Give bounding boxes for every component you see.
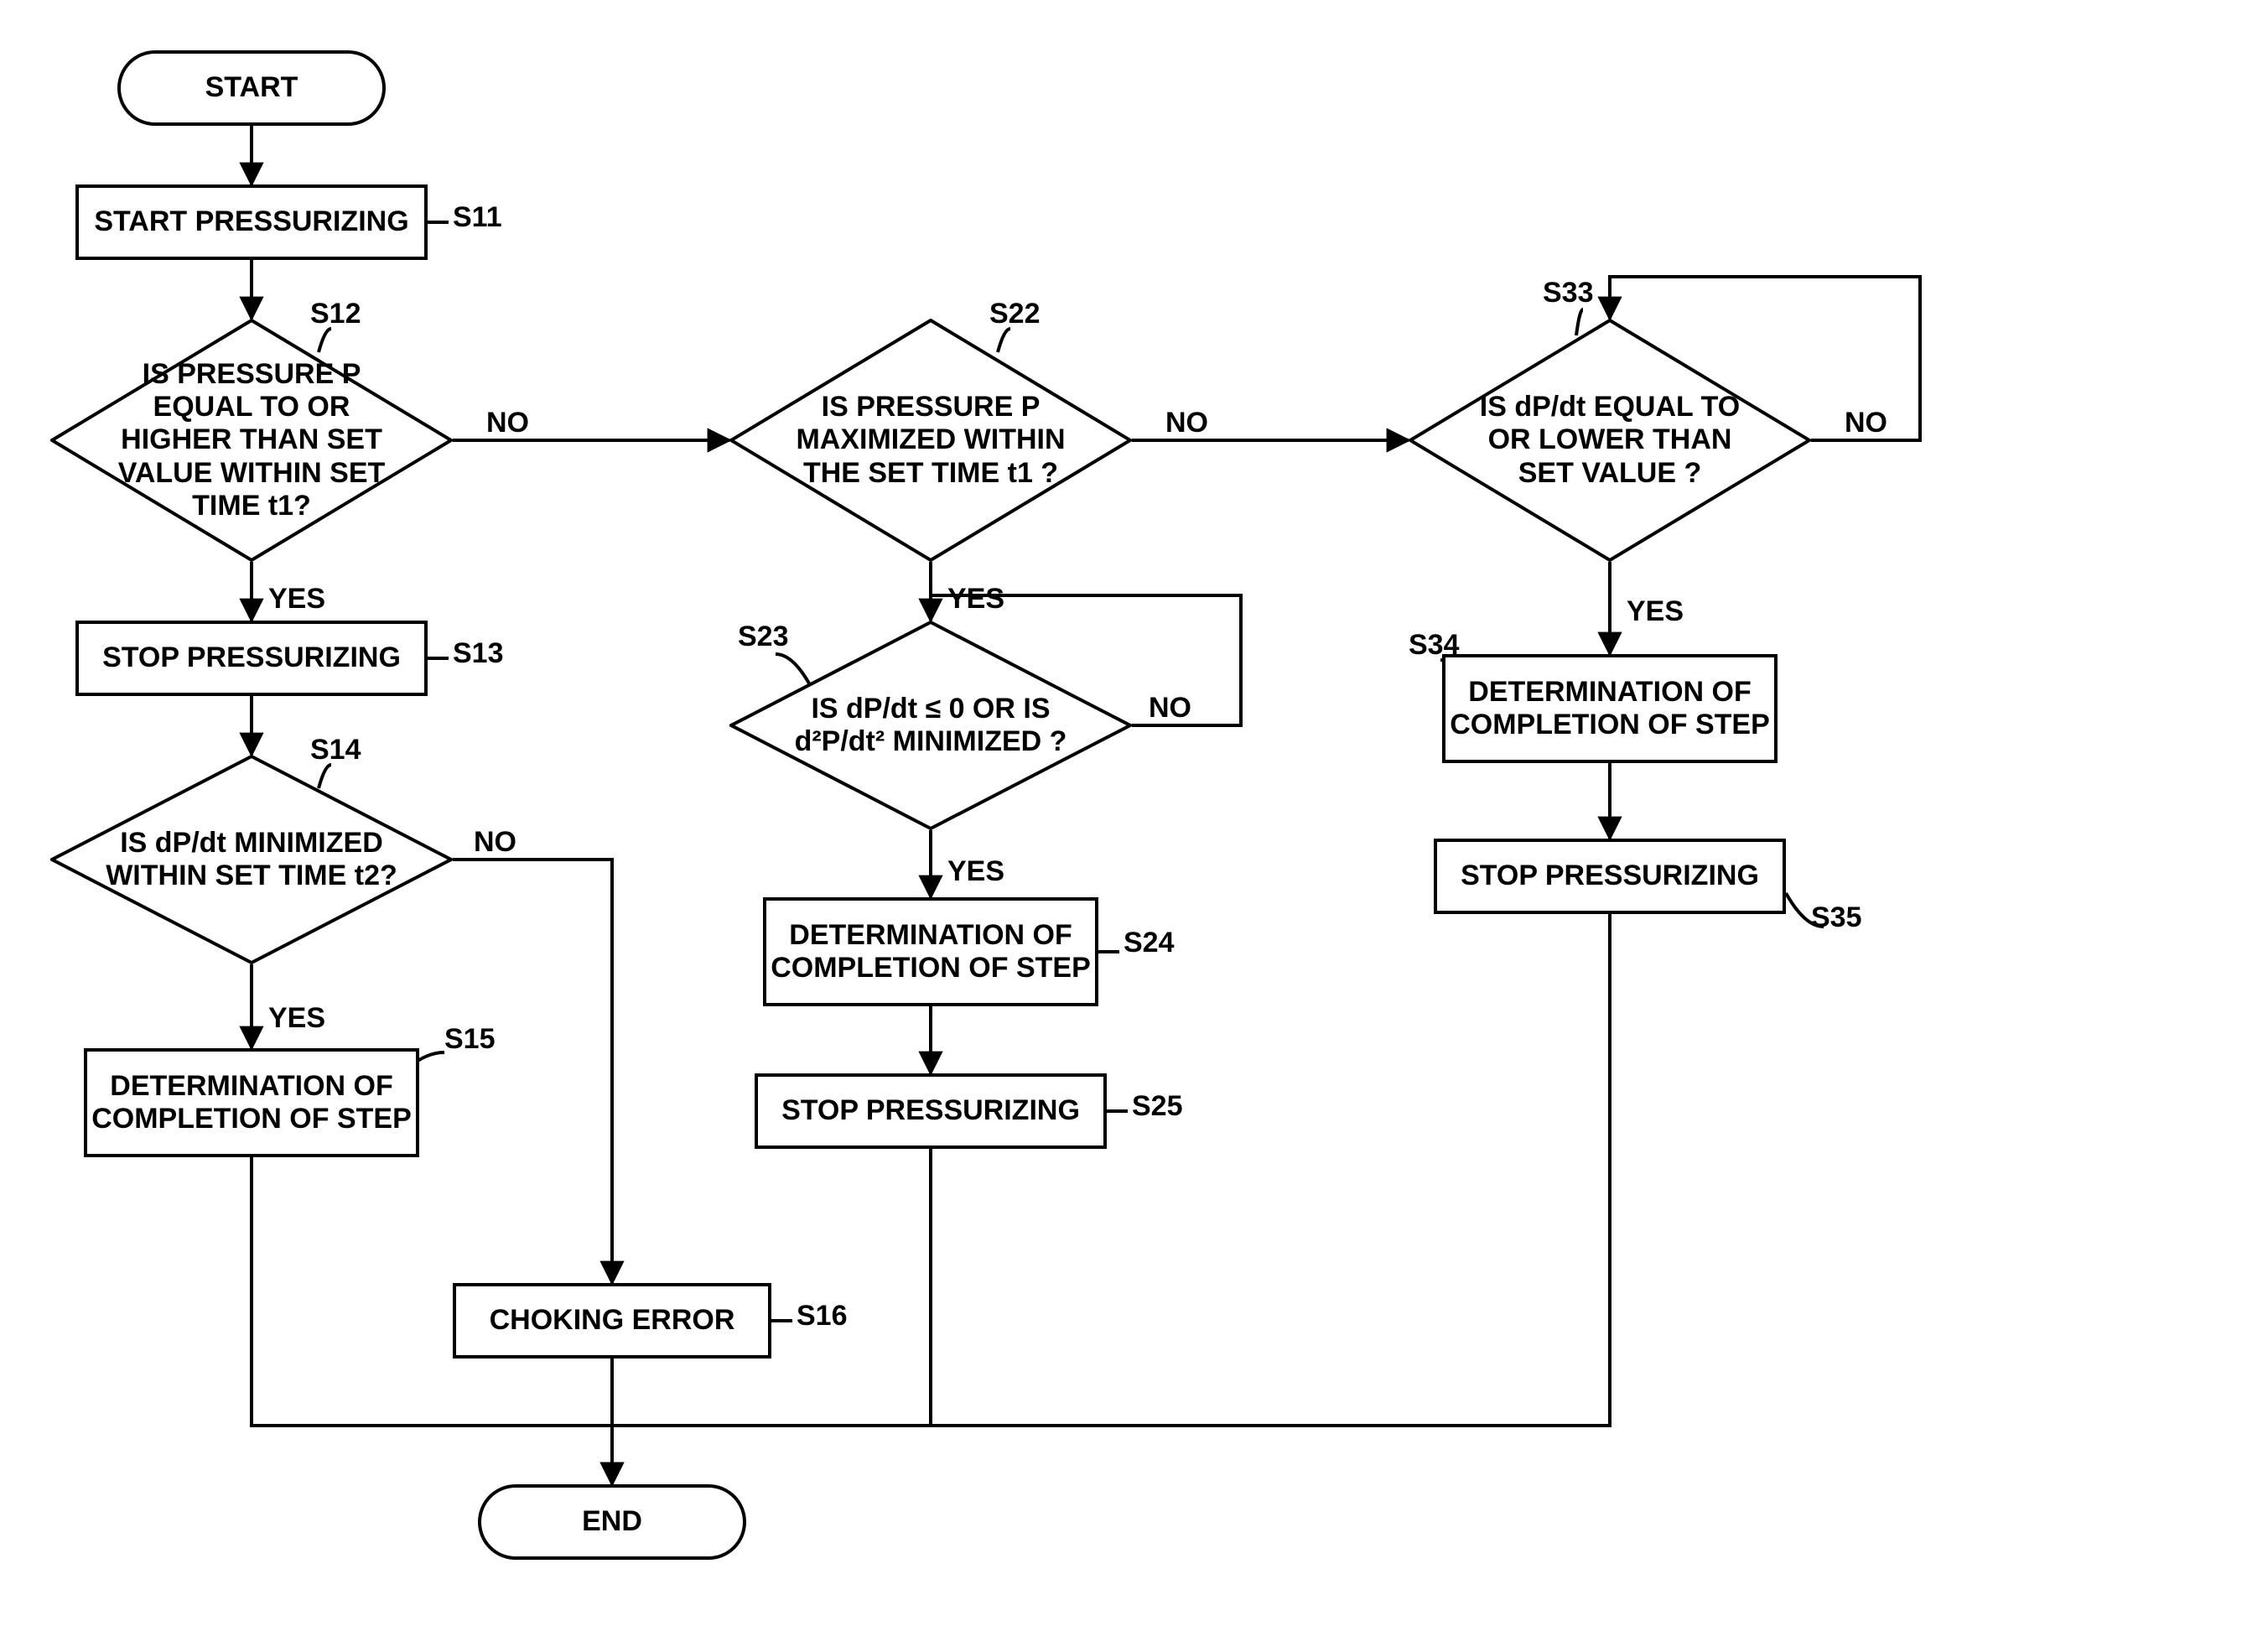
process-s16: CHOKING ERROR — [453, 1283, 771, 1358]
step-label-s25: S25 — [1132, 1090, 1183, 1123]
e-s33-s34-label: YES — [1627, 595, 1684, 628]
e-s23-loop-label: NO — [1149, 692, 1191, 725]
e-s14-s16-label: NO — [474, 826, 516, 859]
step-label-s24: S24 — [1124, 927, 1175, 959]
process-s13: STOP PRESSURIZING — [75, 621, 428, 696]
terminator-start: START — [117, 50, 386, 126]
e-s23-s24-label: YES — [947, 855, 1004, 888]
process-s35: STOP PRESSURIZING — [1434, 839, 1786, 914]
process-s25: STOP PRESSURIZING — [755, 1073, 1107, 1149]
process-s15: DETERMINATION OF COMPLETION OF STEP — [84, 1048, 419, 1157]
decision-s22-text: IS PRESSURE P MAXIMIZED WITHIN THE SET T… — [729, 319, 1132, 562]
e-s33-loop-label: NO — [1845, 407, 1887, 439]
decision-s22: IS PRESSURE P MAXIMIZED WITHIN THE SET T… — [729, 319, 1132, 562]
decision-s14-text: IS dP/dt MINIMIZED WITHIN SET TIME t2? — [50, 755, 453, 964]
step-label-s11: S11 — [453, 201, 502, 234]
decision-s12: IS PRESSURE P EQUAL TO OR HIGHER THAN SE… — [50, 319, 453, 562]
step-label-s14: S14 — [310, 734, 361, 766]
decision-s23-text: IS dP/dt ≤ 0 OR IS d²P/dt² MINIMIZED ? — [729, 621, 1132, 830]
step-label-s23: S23 — [738, 621, 789, 653]
step-label-s33: S33 — [1543, 277, 1594, 309]
e-s22-s23-label: YES — [947, 583, 1004, 616]
process-s34: DETERMINATION OF COMPLETION OF STEP — [1442, 654, 1778, 763]
process-s24: DETERMINATION OF COMPLETION OF STEP — [763, 897, 1098, 1006]
step-label-s15: S15 — [444, 1023, 496, 1056]
e-s14-s15-label: YES — [268, 1002, 325, 1035]
process-s11: START PRESSURIZING — [75, 184, 428, 260]
e-s22-s33-label: NO — [1165, 407, 1208, 439]
terminator-end: END — [478, 1484, 746, 1560]
step-label-s12: S12 — [310, 298, 361, 330]
e-s14-s16 — [453, 860, 612, 1283]
decision-s23: IS dP/dt ≤ 0 OR IS d²P/dt² MINIMIZED ? — [729, 621, 1132, 830]
e-s12-s22-label: NO — [486, 407, 529, 439]
step-label-s34: S34 — [1409, 629, 1460, 662]
decision-s33: IS dP/dt EQUAL TO OR LOWER THAN SET VALU… — [1409, 319, 1811, 562]
step-label-s35: S35 — [1811, 901, 1862, 934]
decision-s33-text: IS dP/dt EQUAL TO OR LOWER THAN SET VALU… — [1409, 319, 1811, 562]
decision-s12-text: IS PRESSURE P EQUAL TO OR HIGHER THAN SE… — [50, 319, 453, 562]
step-label-s13: S13 — [453, 637, 504, 670]
step-label-s22: S22 — [989, 298, 1041, 330]
decision-s14: IS dP/dt MINIMIZED WITHIN SET TIME t2? — [50, 755, 453, 964]
e-s12-s13-label: YES — [268, 583, 325, 616]
step-label-s16: S16 — [797, 1300, 848, 1332]
